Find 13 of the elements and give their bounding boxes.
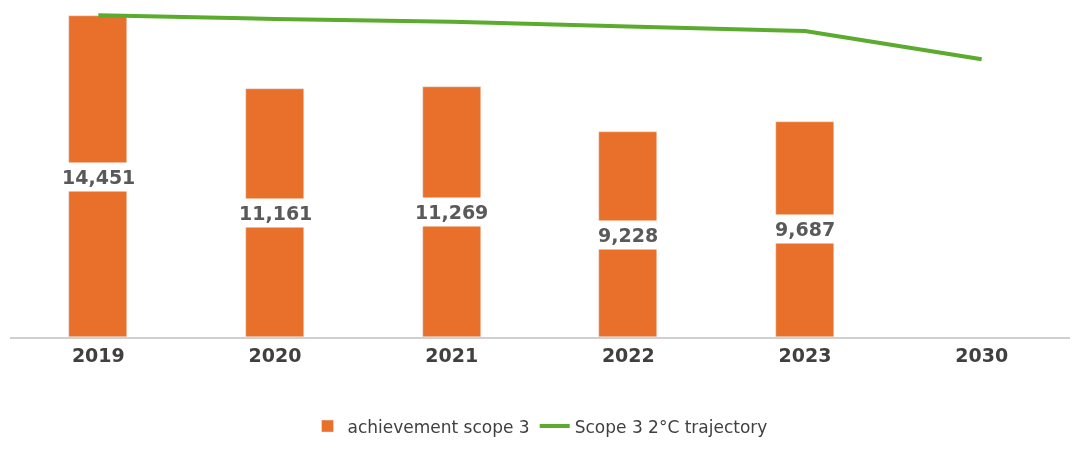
data-label: 9,228: [598, 224, 659, 246]
data-label: 14,451: [62, 166, 136, 188]
x-tick-label: 2021: [425, 343, 479, 366]
x-tick-label: 2020: [248, 343, 302, 366]
x-tick-label: 2019: [71, 343, 125, 366]
data-label: 11,269: [415, 201, 489, 223]
data-label: 11,161: [239, 202, 313, 224]
data-label: 9,687: [775, 218, 836, 240]
x-tick-label: 2023: [778, 343, 832, 366]
legend-label: Scope 3 2°C trajectory: [574, 416, 768, 437]
x-tick-label: 2030: [955, 343, 1009, 366]
x-tick-label: 2022: [601, 343, 655, 366]
legend-label: achievement scope 3: [347, 416, 530, 437]
